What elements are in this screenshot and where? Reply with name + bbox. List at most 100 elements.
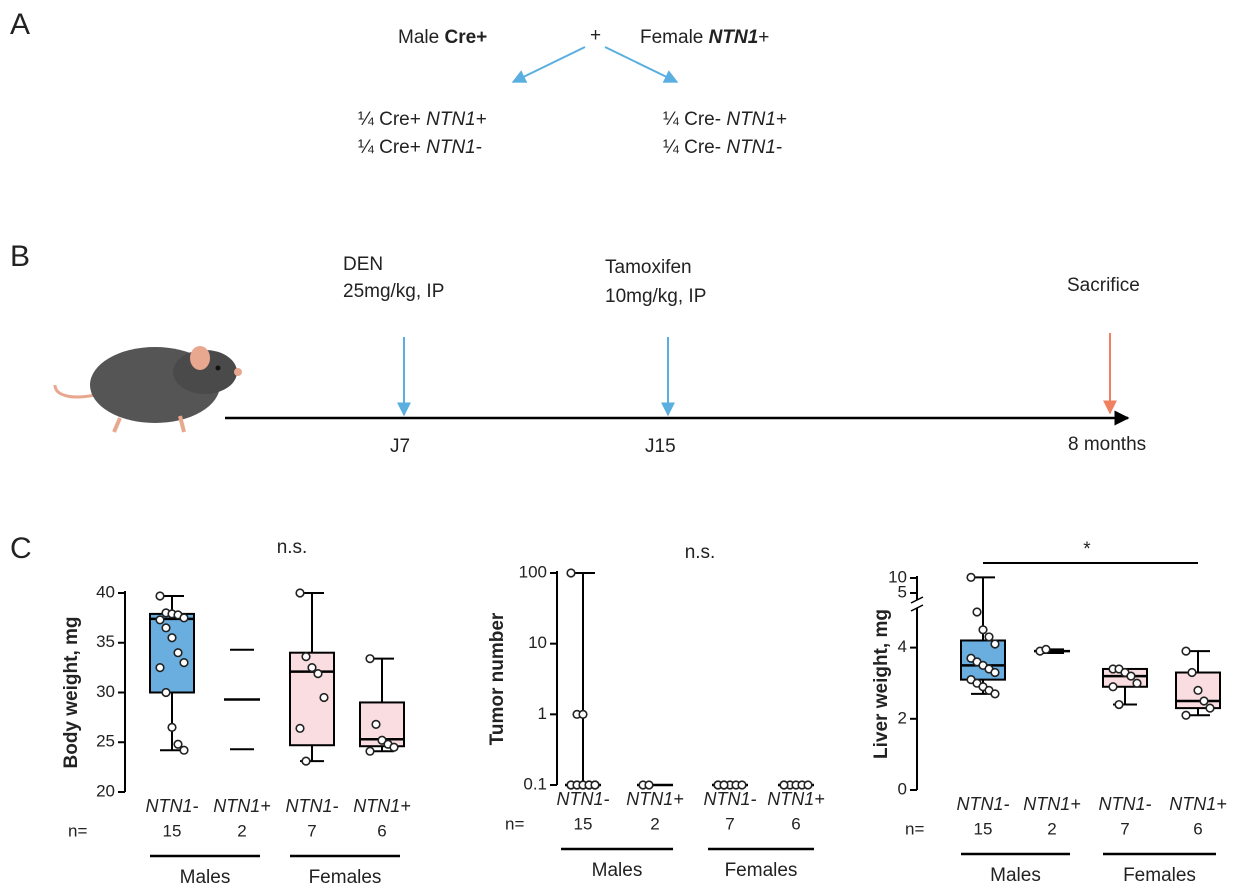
data-point [1126, 671, 1136, 681]
arrow [511, 46, 586, 83]
x-tick-label: NTN1+ [767, 789, 825, 809]
data-point [161, 623, 171, 633]
n-count: 7 [307, 821, 316, 840]
n-count: 2 [237, 821, 246, 840]
box-chart: 20 25 30 35 40 Body weight, mg n.s. NTN1- 15 NTN1… [61, 537, 411, 886]
n-count: 6 [1193, 819, 1202, 838]
n-count: 6 [377, 821, 386, 840]
gene: NTN1 [726, 137, 776, 158]
data-point [179, 613, 189, 623]
gene: NTN1 [426, 137, 476, 158]
y-tick-label: 40 [96, 582, 115, 601]
y-tick-label: 2 [898, 708, 907, 727]
axis-break [910, 596, 924, 612]
y-tick-label: 35 [96, 632, 115, 651]
n-count: 7 [725, 814, 734, 833]
n-label: n= [905, 819, 924, 838]
data-point [319, 692, 329, 703]
prefix: ¼ Cre+ [358, 137, 426, 158]
data-point [365, 654, 375, 664]
box-chart: 0.1 1 10 100 Tumor number n.s. NTN1- 15 NTN1+ 2 NT… [487, 542, 825, 881]
y-tick-label: 4 [898, 637, 907, 656]
event-name: Tamoxifen [605, 257, 692, 278]
data-point [990, 667, 1000, 678]
data-point [566, 568, 576, 578]
event-day: 8 months [1068, 434, 1146, 455]
y-axis-label: Liver weight, mg [871, 609, 892, 759]
data-point [173, 648, 183, 658]
y-tick-label: 0 [898, 779, 907, 798]
box [149, 612, 195, 694]
y-tick-label: 100 [519, 562, 547, 581]
data-point [1108, 682, 1118, 692]
data-point [737, 780, 747, 790]
offspring-genotype: ¼ Cre- NTN1- [663, 137, 782, 158]
n-count: 15 [974, 819, 993, 838]
data-point [371, 719, 381, 729]
y-axis-label: Tumor number [487, 612, 508, 745]
data-point [167, 722, 177, 732]
suffix: + [758, 27, 769, 48]
female-parent: Female NTN1+ [640, 27, 769, 48]
prefix: ¼ Cre- [663, 137, 726, 158]
data-point [365, 746, 375, 756]
y-tick-label: 25 [96, 732, 115, 751]
offspring-genotype: ¼ Cre+ NTN1+ [358, 109, 487, 130]
y-tick-label: 0.1 [523, 774, 547, 793]
n-count: 15 [163, 821, 182, 840]
data-point [978, 625, 988, 635]
y-tick-label: 10 [888, 567, 907, 586]
data-point [803, 780, 813, 790]
group-label: Males [990, 865, 1041, 886]
n-count: 15 [574, 814, 593, 833]
annotation: n.s. [685, 542, 716, 563]
n-count: 7 [1120, 819, 1129, 838]
x-tick-label: NTN1+ [353, 796, 411, 816]
n-count: 2 [650, 814, 659, 833]
male-parent: Male Cre+ [398, 27, 487, 48]
data-point [179, 745, 189, 755]
data-point [295, 588, 305, 598]
annotation: n.s. [277, 537, 308, 558]
data-point [990, 639, 1000, 649]
data-point [1193, 685, 1203, 695]
y-tick-label: 1 [538, 704, 547, 723]
x-tick-label: NTN1- [957, 794, 1010, 814]
data-point [1114, 699, 1124, 710]
data-point [161, 687, 171, 698]
label: Female [640, 27, 709, 48]
data-point [167, 633, 177, 643]
panel-label: C [10, 532, 32, 565]
group-label: Females [309, 867, 382, 886]
data-point [1041, 644, 1051, 654]
offspring-genotype: ¼ Cre- NTN1+ [663, 109, 787, 130]
gene: NTN1 [726, 109, 776, 130]
panel-label: B [10, 240, 30, 273]
x-tick-label: NTN1+ [1023, 794, 1081, 814]
event-day: J15 [645, 436, 676, 457]
y-axis-label: Body weight, mg [61, 617, 82, 769]
data-point [590, 780, 600, 790]
data-point [1181, 646, 1191, 656]
n-label: n= [68, 821, 87, 840]
suffix: - [476, 137, 482, 158]
x-tick-label: NTN1- [146, 796, 199, 816]
arrow [604, 46, 679, 83]
y-tick-label: 20 [96, 781, 115, 800]
x-tick-label: NTN1+ [213, 796, 271, 816]
x-tick-label: NTN1- [557, 789, 610, 809]
offspring-genotype: ¼ Cre+ NTN1- [358, 137, 482, 158]
prefix: ¼ Cre+ [358, 109, 426, 130]
data-point [966, 572, 976, 583]
data-point [155, 591, 165, 601]
offspring: ¼ Cre+ NTN1+¼ Cre+ NTN1-¼ Cre- NTN1+¼ Cr… [358, 109, 787, 158]
n-count: 2 [1047, 819, 1056, 838]
data-point [179, 658, 189, 668]
event-name: DEN [343, 254, 383, 275]
y-tick-label: 5 [898, 582, 907, 601]
suffix: - [776, 137, 782, 158]
cross-plus: + [590, 25, 601, 46]
y-tick-label: 30 [96, 682, 115, 701]
x-tick-label: NTN1- [704, 789, 757, 809]
